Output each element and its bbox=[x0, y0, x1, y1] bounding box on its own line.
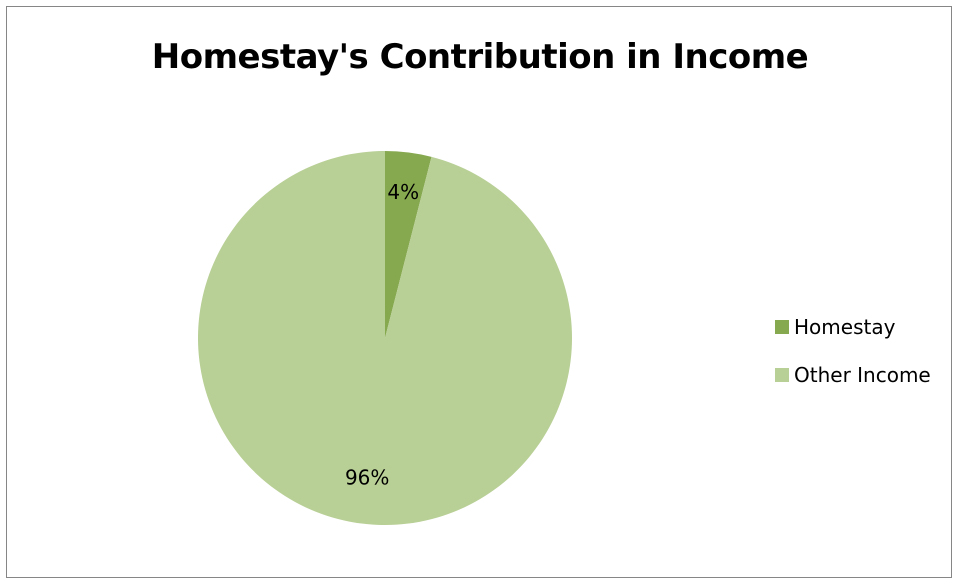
legend-item-homestay: Homestay bbox=[775, 303, 931, 351]
legend-item-other-income: Other Income bbox=[775, 351, 931, 399]
chart-area: Homestay's Contribution in Income 4% 96% … bbox=[6, 6, 952, 578]
legend-label-homestay: Homestay bbox=[794, 315, 896, 339]
data-label-other-income: 96% bbox=[345, 465, 389, 489]
chart-title: Homestay's Contribution in Income bbox=[151, 37, 809, 77]
chart-legend: Homestay Other Income bbox=[775, 303, 931, 399]
legend-swatch-other-income bbox=[775, 368, 789, 382]
legend-swatch-homestay bbox=[775, 320, 789, 334]
pie-chart: 4% 96% bbox=[197, 151, 572, 526]
pie-slice-other-income bbox=[197, 151, 572, 526]
legend-label-other-income: Other Income bbox=[794, 363, 931, 387]
data-label-homestay: 4% bbox=[387, 180, 419, 204]
pie-slice-homestay bbox=[385, 151, 432, 338]
